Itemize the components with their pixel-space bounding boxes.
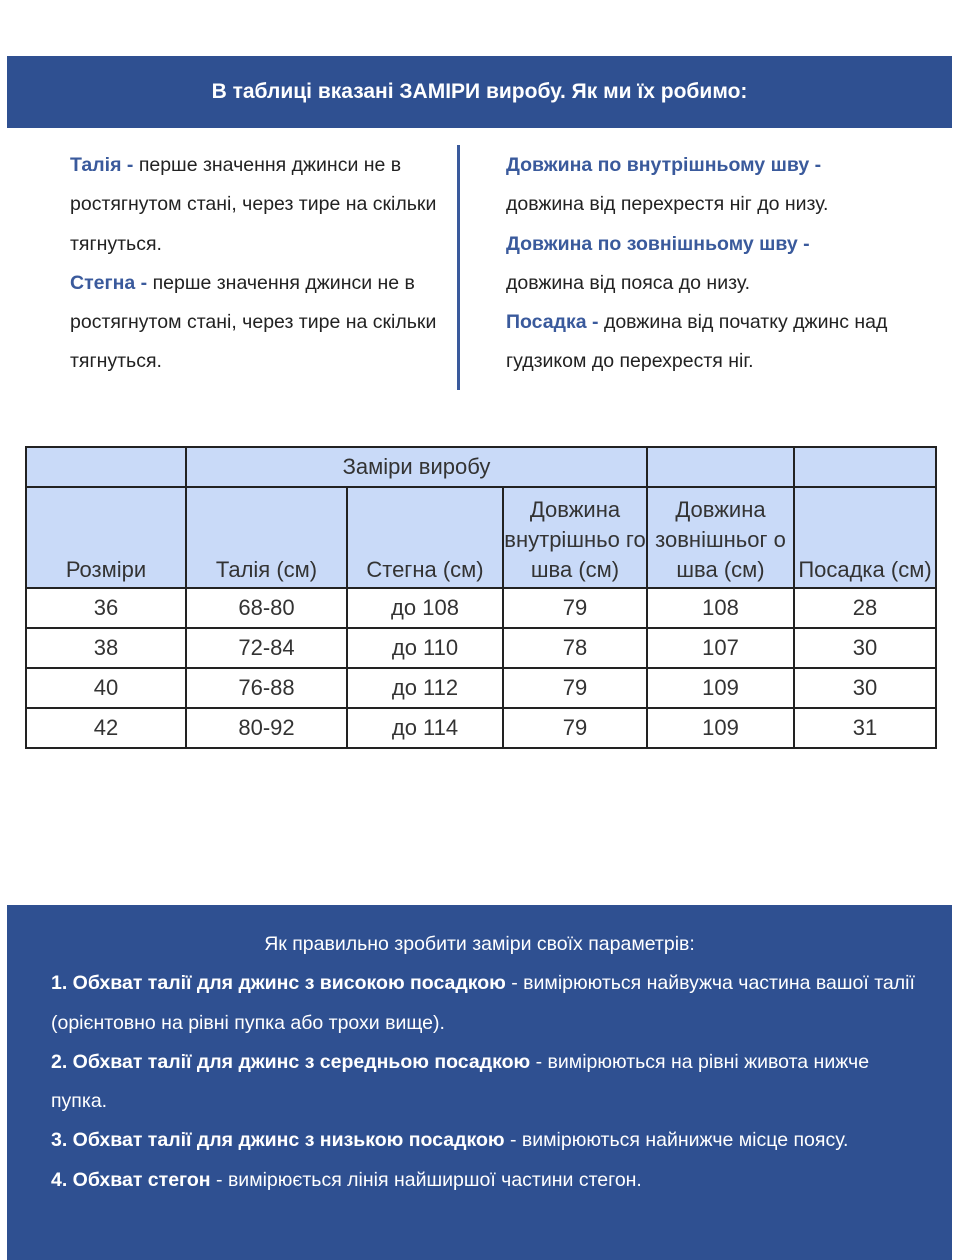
header-banner: В таблиці вказані ЗАМІРИ виробу. Як ми ї… <box>7 56 952 128</box>
term: Стегна - <box>70 271 153 294</box>
table-row: 36 68-80 до 108 79 108 28 <box>25 587 937 629</box>
instruction-item: 2. Обхват талії для джинс з середньою по… <box>51 1050 870 1113</box>
term: Довжина по зовнішньому шву - <box>506 232 810 255</box>
instructions-panel: Як правильно зробити заміри своїх параме… <box>7 905 952 1260</box>
table-cell: до 114 <box>346 707 504 749</box>
table-group-header-row: Заміри виробу <box>25 446 937 488</box>
table-cell: до 112 <box>346 667 504 709</box>
table-cell: 78 <box>502 627 648 669</box>
table-cell: до 108 <box>346 587 504 629</box>
size-table: Заміри виробу Розміри Талія (см) Стегна … <box>25 446 937 749</box>
table-cell: 72-84 <box>185 627 348 669</box>
column-header: Довжина зовнішньог о шва (см) <box>646 486 795 589</box>
definitions-left: Талія - перше значення джинси не в ростя… <box>70 146 450 382</box>
banner-title: В таблиці вказані ЗАМІРИ виробу. Як ми ї… <box>211 80 748 103</box>
table-row: 40 76-88 до 112 79 109 30 <box>25 667 937 709</box>
table-cell: 107 <box>646 627 795 669</box>
table-header-row: Розміри Талія (см) Стегна (см) Довжина в… <box>25 486 937 589</box>
table-row: 38 72-84 до 110 78 107 30 <box>25 627 937 669</box>
column-header: Стегна (см) <box>346 486 504 589</box>
table-cell: 108 <box>646 587 795 629</box>
table-cell: 40 <box>25 667 187 709</box>
table-cell: 79 <box>502 707 648 749</box>
column-header: Посадка (см) <box>793 486 937 589</box>
table-cell: до 110 <box>346 627 504 669</box>
table-cell: 109 <box>646 707 795 749</box>
table-cell: 76-88 <box>185 667 348 709</box>
instruction-item: 1. Обхват талії для джинс з високою поса… <box>51 972 915 1034</box>
definition-outseam: Довжина по зовнішньому шву - довжина від… <box>506 232 810 294</box>
table-cell: 36 <box>25 587 187 629</box>
instruction-item: 4. Обхват стегон - вимірюється лінія най… <box>51 1168 642 1191</box>
definition-waist: Талія - перше значення джинси не в ростя… <box>70 154 437 255</box>
column-header: Розміри <box>25 486 187 589</box>
term: Посадка - <box>506 311 604 334</box>
table-cell: 80-92 <box>185 707 348 749</box>
table-cell: 31 <box>793 707 937 749</box>
term: Довжина по внутрішньому шву - <box>506 154 822 176</box>
column-header: Талія (см) <box>185 486 348 589</box>
table-cell: 38 <box>25 627 187 669</box>
table-cell: 30 <box>793 667 937 709</box>
table-cell: 30 <box>793 627 937 669</box>
group-header: Заміри виробу <box>185 446 648 488</box>
table-cell: 68-80 <box>185 587 348 629</box>
column-header: Довжина внутрішньо го шва (см) <box>502 486 648 589</box>
table-cell: 79 <box>502 667 648 709</box>
table-cell: 42 <box>25 707 187 749</box>
table-cell: 79 <box>502 587 648 629</box>
definitions-right: Довжина по внутрішньому шву - довжина ві… <box>506 146 926 382</box>
term: Талія - <box>70 154 139 176</box>
table-row: 42 80-92 до 114 79 109 31 <box>25 707 937 749</box>
table-cell: 28 <box>793 587 937 629</box>
definition-rise: Посадка - довжина від початку джинс над … <box>506 311 888 373</box>
definition-inseam: Довжина по внутрішньому шву - довжина ві… <box>506 154 829 216</box>
instructions-title: Як правильно зробити заміри своїх параме… <box>264 933 695 955</box>
instruction-item: 3. Обхват талії для джинс з низькою поса… <box>51 1129 849 1152</box>
table-cell: 109 <box>646 667 795 709</box>
definition-hips: Стегна - перше значення джинси не в рост… <box>70 271 437 373</box>
column-divider <box>457 145 460 390</box>
